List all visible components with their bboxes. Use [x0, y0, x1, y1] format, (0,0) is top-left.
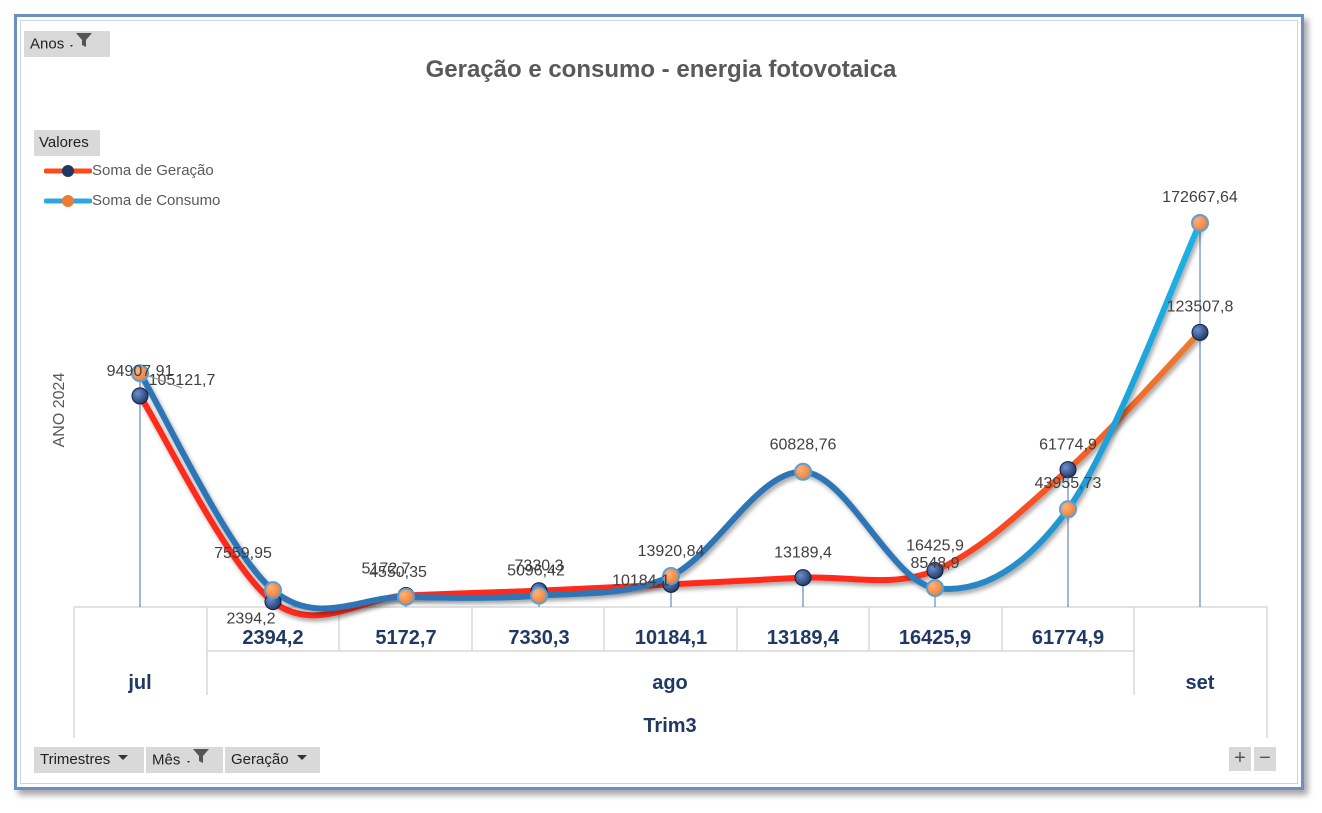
legend-marker-geracao: [43, 165, 93, 177]
data-label-geracao: 61774,9: [1039, 437, 1097, 454]
series-line-consumo[interactable]: [137, 220, 1203, 612]
data-label-geracao: 5172,7: [362, 560, 411, 577]
marker-consumo[interactable]: [264, 581, 282, 600]
legend-item-consumo[interactable]: Soma de Consumo: [43, 191, 221, 211]
data-label-geracao: 94907,91: [107, 363, 174, 380]
zoom-out-button[interactable]: −: [1254, 747, 1276, 771]
filter-icon: [68, 31, 94, 58]
data-label-geracao: 16425,9: [906, 537, 964, 554]
marker-geracao[interactable]: [131, 387, 149, 405]
legend-item-geracao[interactable]: Soma de Geração: [43, 161, 214, 181]
data-label-consumo: 5096,42: [507, 563, 565, 580]
data-label-consumo: 43955,73: [1035, 475, 1102, 492]
y-axis-label: ANO 2024: [51, 372, 68, 448]
marker-geracao[interactable]: [1059, 461, 1077, 479]
data-label-consumo: 60828,76: [770, 437, 837, 454]
x-tick-label: 7330,3: [508, 627, 569, 649]
category-axis: 2394,2 5172,7 7330,3 10184,1 13189,4 16425,9 6…: [73, 606, 1268, 738]
mes-filter-button[interactable]: Mês: [146, 747, 223, 773]
label-leader-line: [145, 374, 183, 389]
dropdown-arrow-icon: [293, 747, 311, 773]
geracao-filter-label: Geração: [231, 751, 289, 768]
x-tick-label: 5172,7: [375, 627, 436, 649]
legend-marker-consumo: [43, 195, 93, 207]
trimestres-filter-button[interactable]: Trimestres: [34, 747, 144, 773]
x-tick-label: 2394,2: [242, 627, 303, 649]
x-tick-label: 61774,9: [1032, 627, 1104, 649]
legend-label-consumo: Soma de Consumo: [92, 191, 221, 209]
marker-consumo[interactable]: [662, 567, 680, 586]
filter-icon: [185, 747, 211, 774]
x-tick-label: 13189,4: [767, 627, 840, 649]
month-label: jul: [127, 672, 151, 694]
marker-geracao[interactable]: [926, 561, 944, 579]
data-label-consumo: 4550,35: [369, 564, 427, 581]
data-label-consumo: 13920,84: [638, 543, 705, 560]
chart-frame: [14, 14, 1304, 790]
month-label: set: [1186, 672, 1215, 694]
data-label-geracao: 123507,8: [1167, 298, 1234, 315]
marker-consumo[interactable]: [926, 578, 944, 597]
mes-filter-label: Mês: [152, 751, 181, 769]
month-label: ago: [652, 672, 688, 694]
anos-filter-label: Anos: [30, 35, 65, 53]
data-label-consumo: 8548,9: [911, 555, 960, 572]
x-tick-label: 16425,9: [899, 627, 971, 649]
geracao-filter-button[interactable]: Geração: [225, 747, 320, 773]
legend-label-geracao: Soma de Geração: [92, 161, 214, 179]
trimestres-filter-label: Trimestres: [40, 751, 111, 768]
data-labels: 94907,91 2394,2 5172,7 7330,3 10184,1 13189,4…: [107, 189, 1238, 628]
data-label-geracao: 10184,1: [612, 572, 670, 589]
marker-consumo[interactable]: [1191, 214, 1209, 232]
quarter-label: Trim3: [643, 715, 696, 737]
data-label-consumo: 172667,64: [1162, 189, 1238, 206]
data-label-consumo: 7559,95: [214, 545, 272, 562]
data-label-consumo: 105121,7: [149, 372, 216, 389]
marker-geracao[interactable]: [794, 569, 812, 587]
marker-consumo[interactable]: [1059, 500, 1077, 519]
marker-consumo[interactable]: [530, 586, 548, 605]
data-label-geracao: 2394,2: [227, 611, 276, 628]
legend-title[interactable]: Valores: [34, 130, 100, 156]
data-label-geracao: 7330,3: [515, 558, 564, 575]
x-tick-label: 10184,1: [635, 627, 707, 649]
zoom-in-button[interactable]: +: [1229, 747, 1251, 771]
marker-consumo[interactable]: [397, 587, 415, 606]
marker-geracao[interactable]: [1191, 323, 1209, 341]
dropdown-arrow-icon: [114, 747, 132, 773]
data-label-geracao: 13189,4: [774, 545, 832, 562]
marker-consumo[interactable]: [794, 462, 812, 481]
marker-consumo[interactable]: [131, 364, 149, 383]
chart-frame-inner: [20, 20, 1298, 784]
anos-filter-button[interactable]: Anos: [24, 31, 110, 57]
chart-title: Geração e consumo - energia fotovotaica: [425, 56, 897, 83]
